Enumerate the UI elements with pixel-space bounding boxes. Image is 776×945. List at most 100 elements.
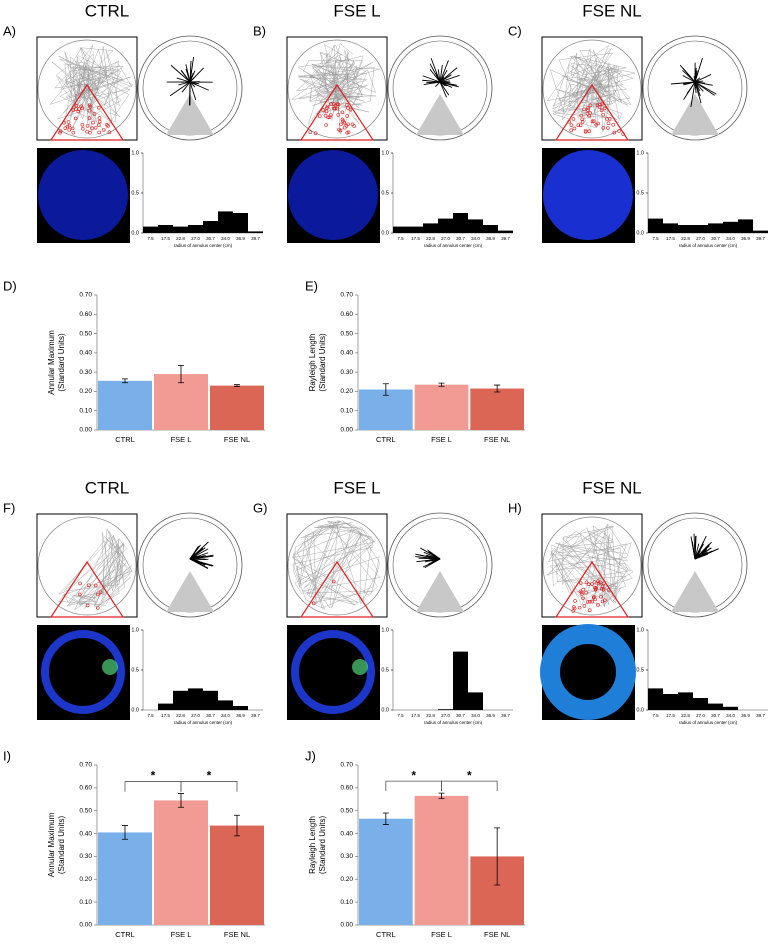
visit (346, 122, 350, 127)
visit (348, 107, 353, 112)
y-tick-label: 0.0 (131, 707, 139, 713)
bar (453, 651, 468, 710)
x-tick-label: CTRL (376, 435, 396, 444)
rose-ray (683, 81, 696, 85)
visit (586, 108, 590, 112)
y-axis-label: (Standard Units) (57, 333, 66, 392)
rose-ray (188, 81, 191, 106)
rose-ray (189, 544, 201, 560)
visit (87, 116, 92, 120)
x-tick-label: 7.5 (652, 236, 659, 241)
y-tick-label: 0.0 (636, 230, 644, 236)
visit (578, 123, 583, 128)
bar (678, 225, 693, 233)
bar (158, 703, 173, 710)
x-tick-label: CTRL (115, 930, 135, 939)
rose-ray (185, 64, 191, 83)
visit (85, 124, 90, 128)
rose-outer (137, 512, 243, 618)
rose-ray (422, 79, 441, 83)
panel-images (286, 512, 493, 720)
x-tick-label: 39.7 (251, 713, 260, 718)
visit (325, 104, 330, 109)
y-tick-label: 0.20 (79, 876, 92, 883)
visit (87, 108, 92, 113)
arena (542, 516, 642, 616)
visit (600, 584, 605, 588)
rose-ray (415, 556, 441, 560)
y-axis-label: (Standard Units) (57, 816, 66, 875)
y-tick-label: 0.50 (340, 807, 353, 814)
visit (340, 110, 345, 115)
bar (753, 230, 768, 233)
bar (483, 225, 498, 233)
x-tick-label: FSE L (431, 930, 452, 939)
y-tick-label: 0.00 (79, 427, 92, 434)
y-tick-label: 0.5 (381, 667, 389, 673)
rose-outer (642, 512, 748, 618)
visit (588, 111, 592, 115)
visit (93, 583, 98, 588)
bar (154, 374, 208, 430)
x-tick-label: 30.7 (456, 713, 465, 718)
heatmap-hot (102, 659, 118, 675)
target-zone (49, 83, 125, 141)
panel-images (286, 35, 493, 243)
x-tick-label: 27.0 (191, 236, 200, 241)
visit (590, 599, 594, 604)
visit (324, 109, 329, 114)
significance-label: * (467, 768, 472, 782)
visit (85, 129, 89, 134)
visit (71, 130, 76, 135)
y-tick-label: 0.5 (636, 667, 644, 673)
trajectory (546, 524, 634, 607)
rose-outer (387, 35, 493, 141)
column-heading: FSE NL (582, 1, 642, 20)
visit (66, 120, 71, 124)
y-tick-label: 1.0 (131, 150, 139, 156)
visit (98, 590, 103, 595)
visit (97, 130, 101, 135)
rose-ray (439, 64, 443, 83)
bar (663, 223, 678, 233)
y-tick-label: 0.50 (79, 807, 92, 814)
error-bar (494, 827, 501, 886)
x-tick-label: 30.7 (206, 713, 215, 718)
bar (678, 692, 693, 710)
visit (573, 599, 577, 603)
rose-ray (189, 70, 196, 83)
error-bar (494, 384, 501, 393)
x-axis-label: radius of annulus center (cm) (424, 720, 483, 725)
bar (453, 213, 468, 233)
x-tick-label: 36.9 (741, 713, 750, 718)
y-tick-label: 0.0 (381, 230, 389, 236)
trajectory (292, 519, 381, 611)
rose-ray (690, 81, 696, 108)
x-tick-label: 27.0 (696, 713, 705, 718)
bar (408, 226, 423, 233)
visit (580, 117, 585, 122)
x-tick-label: 22.8 (426, 236, 435, 241)
visit (621, 132, 625, 136)
x-tick-label: 7.5 (147, 236, 154, 241)
visit (331, 102, 336, 106)
visit (328, 113, 333, 117)
x-tick-label: 30.7 (206, 236, 215, 241)
rose-ray (189, 60, 192, 83)
heatmap-bg (37, 625, 130, 720)
visit (96, 105, 101, 110)
visit (105, 122, 109, 127)
x-tick-label: FSE NL (224, 930, 250, 939)
bar (738, 219, 753, 233)
x-tick-label: 7.5 (147, 713, 154, 718)
bar (708, 223, 723, 233)
rose-ray (439, 74, 460, 83)
bar (233, 706, 248, 710)
visit (571, 117, 576, 121)
significance-label: * (151, 769, 156, 783)
visit (93, 125, 98, 130)
visit (352, 124, 357, 128)
bar (438, 218, 453, 233)
visit (582, 604, 587, 608)
x-tick-label: 30.7 (711, 713, 720, 718)
